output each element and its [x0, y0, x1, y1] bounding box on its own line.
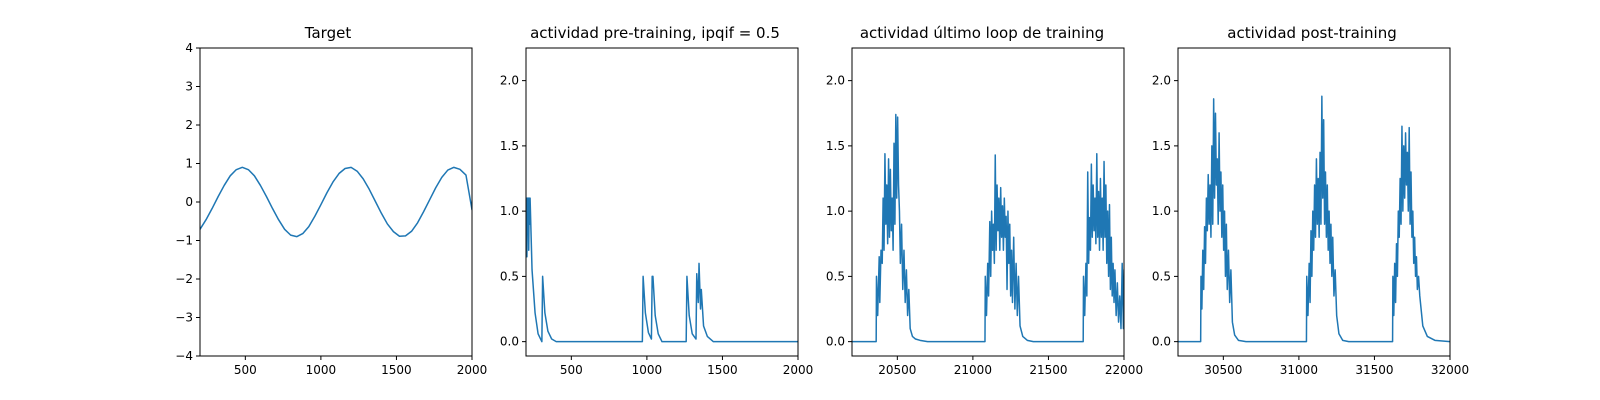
- x-tick-label: 22000: [1105, 363, 1143, 377]
- y-tick-label: 0.0: [1152, 335, 1171, 349]
- panel-title: actividad post-training: [1227, 24, 1396, 42]
- x-tick-label: 1000: [306, 363, 337, 377]
- y-tick-label: 0: [185, 195, 193, 209]
- y-tick-label: 1.5: [500, 139, 519, 153]
- x-tick-label: 20500: [878, 363, 916, 377]
- y-tick-label: 1.0: [500, 204, 519, 218]
- y-tick-label: 1.0: [826, 204, 845, 218]
- x-tick-label: 500: [234, 363, 257, 377]
- tick-group: 500 1000 1500 2000 −4 −3 −2 −1 0 1 2 3 4: [175, 41, 487, 377]
- panel-title: Target: [304, 24, 352, 42]
- y-tick-label: 0.5: [500, 269, 519, 283]
- y-tick-label: −2: [175, 272, 193, 286]
- axes-frame: [1177, 47, 1451, 357]
- y-tick-label: 2.0: [500, 74, 519, 88]
- series-group: [200, 166, 472, 238]
- y-tick-label: 1.0: [1152, 204, 1171, 218]
- x-tick-label: 2000: [783, 363, 814, 377]
- x-tick-label: 31500: [1355, 363, 1393, 377]
- y-tick-label: −1: [175, 234, 193, 248]
- panel-target: Target 500 1000 1500 2000 −4 −3 −2 −1 0 1 2 3 4: [175, 24, 487, 377]
- panel-title: actividad pre-training, ipqif = 0.5: [530, 24, 780, 42]
- x-tick-label: 32000: [1431, 363, 1469, 377]
- x-tick-label: 21000: [954, 363, 992, 377]
- y-tick-label: 3: [185, 80, 193, 94]
- y-tick-label: 0.0: [826, 335, 845, 349]
- series-line-0: [1178, 95, 1450, 343]
- y-tick-label: −4: [175, 349, 193, 363]
- panel-post-training: actividad post-training 30500 31000 31500 3…: [1152, 24, 1469, 377]
- y-tick-label: 4: [185, 41, 193, 55]
- y-tick-label: 2.0: [1152, 74, 1171, 88]
- series-group: [1178, 95, 1450, 343]
- y-tick-label: 2.0: [826, 74, 845, 88]
- y-tick-label: 1.5: [826, 139, 845, 153]
- y-tick-label: 0.0: [500, 335, 519, 349]
- panel-last-training-loop: actividad último loop de training 20500 2…: [826, 24, 1143, 377]
- axes-frame: [851, 47, 1125, 357]
- x-tick-label: 1000: [632, 363, 663, 377]
- y-tick-label: 1: [185, 157, 193, 171]
- x-tick-label: 500: [560, 363, 583, 377]
- series-group: [852, 113, 1124, 343]
- x-tick-label: 21500: [1029, 363, 1067, 377]
- panel-pre-training: actividad pre-training, ipqif = 0.5 500 1…: [500, 24, 813, 377]
- tick-group: 30500 31000 31500 32000 0.0 0.5 1.0 1.5 2.0: [1152, 74, 1469, 377]
- y-tick-label: −3: [175, 311, 193, 325]
- series-line-0: [526, 197, 798, 343]
- x-tick-label: 2000: [457, 363, 488, 377]
- x-tick-label: 1500: [707, 363, 738, 377]
- y-tick-label: 2: [185, 118, 193, 132]
- x-tick-label: 1500: [381, 363, 412, 377]
- tick-group: 500 1000 1500 2000 0.0 0.5 1.0 1.5 2.0: [500, 74, 813, 377]
- series-line-0: [200, 166, 472, 238]
- tick-group: 20500 21000 21500 22000 0.0 0.5 1.0 1.5 2.0: [826, 74, 1143, 377]
- y-tick-label: 0.5: [1152, 269, 1171, 283]
- series-line-0: [852, 113, 1124, 343]
- y-tick-label: 1.5: [1152, 139, 1171, 153]
- panel-title: actividad último loop de training: [860, 24, 1104, 42]
- axes-frame: [525, 47, 799, 357]
- series-group: [526, 197, 798, 343]
- x-tick-label: 30500: [1204, 363, 1242, 377]
- x-tick-label: 31000: [1280, 363, 1318, 377]
- y-tick-label: 0.5: [826, 269, 845, 283]
